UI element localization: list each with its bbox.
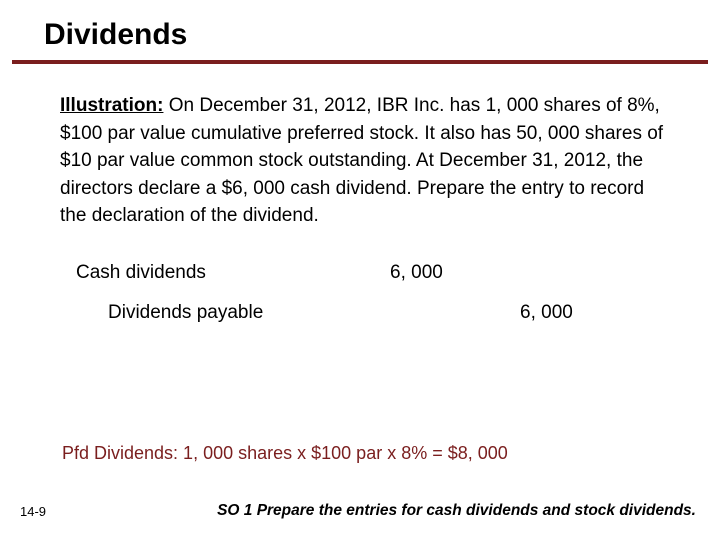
je-debit: 6, 000 [390,262,520,284]
preferred-dividend-calc: Pfd Dividends: 1, 000 shares x $100 par … [62,443,508,464]
journal-entry-block: Cash dividends 6, 000 Dividends payable … [60,262,672,324]
footer: 14-9 SO 1 Prepare the entries for cash d… [0,502,720,520]
page-number: 14-9 [16,504,46,519]
illustration-label: Illustration: [60,95,163,116]
je-account: Dividends payable [60,302,390,324]
body-area: Illustration: On December 31, 2012, IBR … [0,64,720,324]
je-credit [520,262,620,284]
slide-title: Dividends [0,18,720,60]
journal-row: Cash dividends 6, 000 [60,262,672,284]
je-account: Cash dividends [60,262,390,284]
je-debit [390,302,520,324]
study-objective: SO 1 Prepare the entries for cash divide… [46,502,704,520]
je-credit: 6, 000 [520,302,620,324]
slide: Dividends Illustration: On December 31, … [0,0,720,540]
journal-row: Dividends payable 6, 000 [60,302,672,324]
illustration-paragraph: Illustration: On December 31, 2012, IBR … [60,92,672,230]
